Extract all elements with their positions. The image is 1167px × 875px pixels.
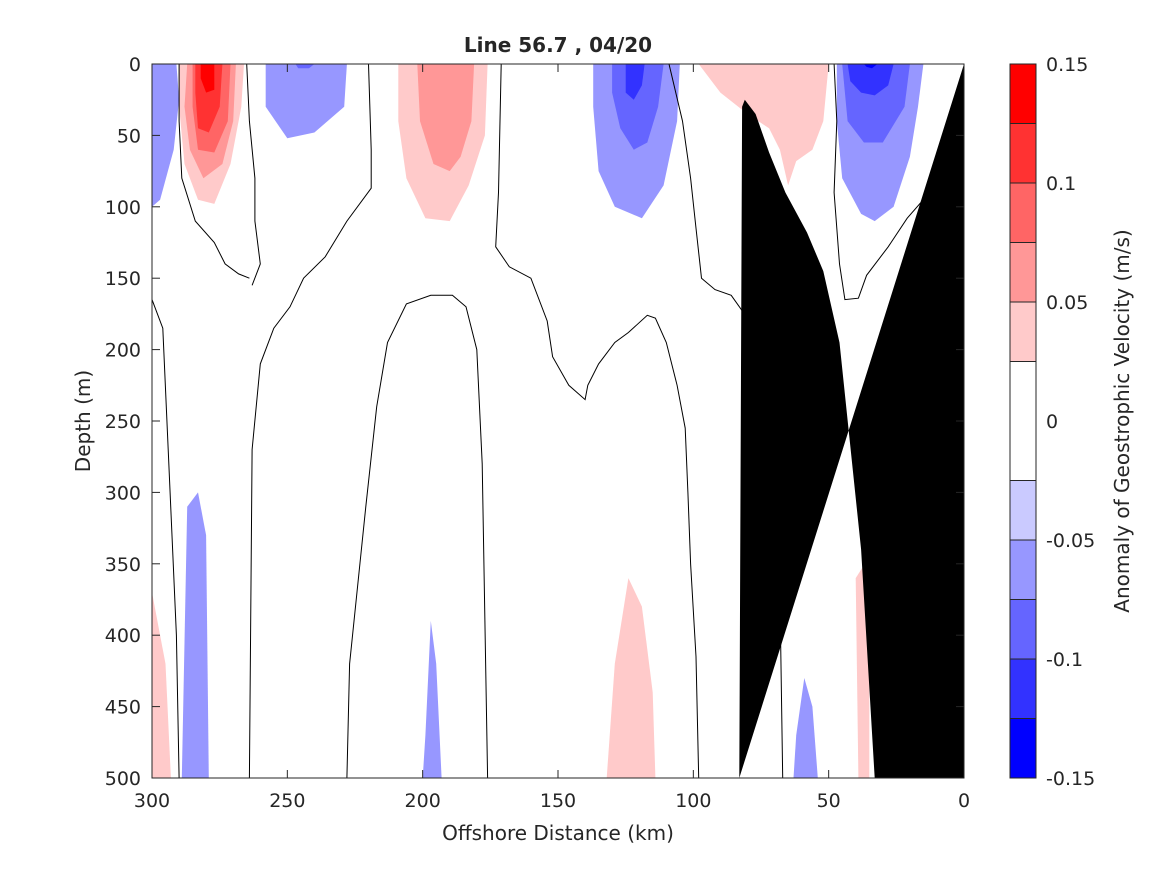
- contour-patch-neg-7: [265, 64, 347, 139]
- contour-patch-neg-13: [625, 64, 645, 100]
- zero-contour-line-4: [346, 294, 489, 778]
- contour-line-layer: [152, 64, 935, 778]
- zero-contour-line-5: [495, 64, 700, 778]
- chart-title: Line 56.7 , 04/20: [464, 33, 652, 57]
- colorbar-label: Anomaly of Geostrophic Velocity (m/s): [1110, 229, 1134, 612]
- contour-patch-neg-17: [847, 64, 894, 96]
- bathymetry-shelf: [739, 64, 964, 778]
- y-tick-label: 500: [105, 768, 141, 790]
- colorbar-tick-label: -0.1: [1046, 649, 1083, 671]
- colorbar-swatch: [1010, 599, 1036, 659]
- zero-contour-line-0: [178, 64, 250, 279]
- colorbar-swatch: [1010, 718, 1036, 778]
- x-tick-label: 100: [675, 790, 711, 812]
- colorbar-swatch: [1010, 183, 1036, 243]
- contour-patch-neg-12: [612, 64, 664, 150]
- contour-patch-pos-20: [152, 592, 171, 778]
- contour-patch-pos-6: [200, 64, 215, 93]
- colorbar-swatch: [1010, 302, 1036, 362]
- x-tick-label: 50: [817, 790, 841, 812]
- colorbar-swatch: [1010, 242, 1036, 302]
- y-tick-label: 0: [129, 54, 141, 76]
- colorbar-tick-label: 0.1: [1046, 173, 1076, 195]
- y-tick-label: 450: [105, 697, 141, 719]
- colorbar-tick-label: 0: [1046, 411, 1058, 433]
- x-axis-label: Offshore Distance (km): [442, 821, 674, 845]
- zero-contour-line-3: [248, 64, 372, 778]
- contour-patch-neg-18: [863, 64, 878, 69]
- x-tick-label: 200: [405, 790, 441, 812]
- contour-patch-neg-19: [181, 492, 209, 778]
- contour-patch-pos-14: [698, 64, 829, 186]
- x-tick-label: 150: [540, 790, 576, 812]
- colorbar-tick-label: 0.05: [1046, 292, 1088, 314]
- zero-contour-line-2: [152, 299, 180, 778]
- bathymetry-layer: [739, 64, 964, 778]
- colorbar-swatch: [1010, 64, 1036, 124]
- contour-patch-neg-23: [793, 678, 818, 778]
- contour-patch-pos-10: [417, 64, 475, 172]
- y-tick-label: 150: [105, 268, 141, 290]
- colorbar-swatch: [1010, 480, 1036, 540]
- x-tick-label: 250: [269, 790, 305, 812]
- y-axis-label: Depth (m): [71, 370, 95, 472]
- colorbar-swatch: [1010, 123, 1036, 183]
- y-tick-label: 50: [117, 125, 141, 147]
- colorbar-swatch: [1010, 659, 1036, 719]
- zero-contour-line-7: [833, 64, 935, 301]
- y-tick-label: 300: [105, 482, 141, 504]
- x-tick-label: 0: [958, 790, 970, 812]
- x-tick-label: 300: [134, 790, 170, 812]
- contour-patch-neg-8: [295, 64, 315, 69]
- colorbar: 0.15 0.1 0.05 0 -0.05 -0.1 -0.15: [1009, 54, 1095, 790]
- y-tick-label: 250: [105, 411, 141, 433]
- y-tick-label: 200: [105, 340, 141, 362]
- plot-area: [152, 64, 964, 778]
- y-axis: 0 50 100 150 200 250 300 350 400 450 500: [105, 54, 964, 790]
- zero-contour-line-1: [246, 64, 261, 286]
- x-axis: 300 250 200 150 100 50 0: [134, 64, 970, 812]
- colorbar-frame: [1009, 63, 1037, 779]
- y-tick-label: 100: [105, 197, 141, 219]
- colorbar-swatch: [1010, 540, 1036, 600]
- contour-patch-neg-21: [422, 620, 442, 778]
- colorbar-tick-label: 0.15: [1046, 54, 1088, 76]
- contour-patch-pos-22: [606, 578, 656, 778]
- colorbar-swatch: [1010, 361, 1036, 481]
- colorbar-tick-label: -0.05: [1046, 530, 1095, 552]
- colorbar-tick-label: -0.15: [1046, 768, 1095, 790]
- y-tick-label: 350: [105, 554, 141, 576]
- y-tick-label: 400: [105, 625, 141, 647]
- contour-patch-neg-1: [152, 64, 180, 207]
- contour-fill-layer: [152, 64, 924, 778]
